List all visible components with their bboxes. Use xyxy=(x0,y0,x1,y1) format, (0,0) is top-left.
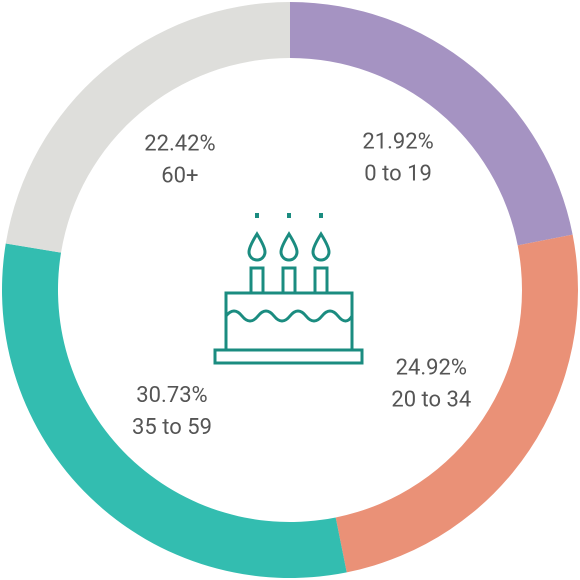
category-label: 60+ xyxy=(161,163,198,188)
donut-slice xyxy=(335,234,579,573)
donut-slice xyxy=(1,243,347,579)
category-label: 0 to 19 xyxy=(364,162,432,187)
value-label: 24.92% xyxy=(396,355,467,380)
value-label: 21.92% xyxy=(362,130,433,155)
cake-icon xyxy=(213,213,364,365)
value-label: 30.73% xyxy=(136,383,207,408)
category-label: 20 to 34 xyxy=(391,387,471,412)
category-label: 35 to 59 xyxy=(132,415,212,440)
donut-slice xyxy=(5,2,291,253)
value-label: 22.42% xyxy=(144,131,215,156)
donut-slice xyxy=(290,2,573,246)
